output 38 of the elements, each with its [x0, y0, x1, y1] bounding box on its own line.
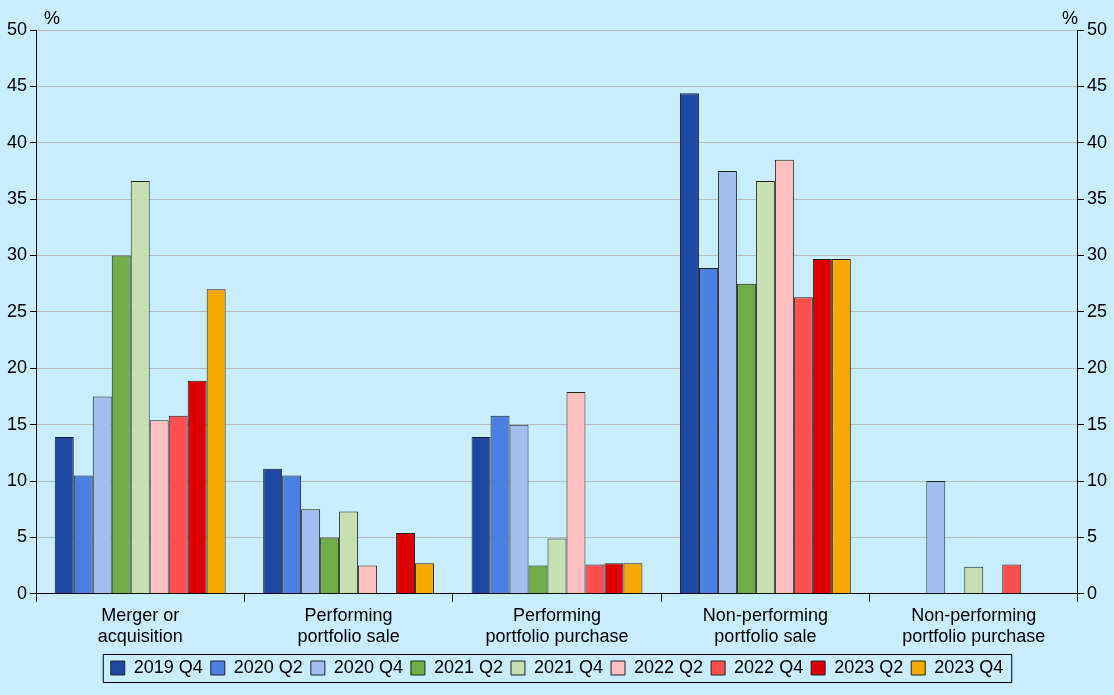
y-axis-title: % [44, 7, 61, 28]
legend-label: 2020 Q4 [333, 656, 403, 677]
y-tick-label: 30 [6, 244, 28, 265]
y2-tick-label: 15 [1086, 413, 1108, 434]
x-tick-label: Non-performing portfolio sale [702, 604, 828, 647]
x-tick-label: Performing portfolio sale [297, 604, 400, 647]
legend-label: 2021 Q2 [433, 656, 503, 677]
y2-tick-label: 5 [1086, 526, 1097, 547]
y2-tick-label: 20 [1086, 357, 1108, 378]
legend-label: 2022 Q4 [734, 656, 804, 677]
y-tick-label: 35 [6, 188, 28, 209]
legend-label: 2019 Q4 [133, 656, 203, 677]
x-tick-label: Performing portfolio purchase [485, 604, 629, 647]
legend-label: 2023 Q2 [834, 656, 904, 677]
y2-tick-label: 45 [1086, 75, 1108, 96]
x-tick-label: Merger or acquisition [97, 604, 183, 647]
y2-tick-label: 25 [1086, 300, 1108, 321]
x-tick-label: Non-performing portfolio purchase [902, 604, 1046, 647]
y-tick-label: 25 [6, 300, 28, 321]
y2-tick-label: 10 [1086, 470, 1108, 491]
y-tick-label: 50 [6, 18, 28, 39]
y2-tick-label: 35 [1086, 188, 1108, 209]
y-tick-label: 20 [6, 357, 28, 378]
y2-axis-title: % [1061, 7, 1078, 28]
y2-tick-label: 40 [1086, 131, 1108, 152]
y2-tick-label: 50 [1086, 18, 1108, 39]
legend-label: 2021 Q4 [533, 656, 604, 677]
y-tick-label: 10 [6, 470, 28, 491]
legend-label: 2023 Q4 [934, 656, 1004, 677]
y-tick-label: 15 [6, 413, 28, 434]
y-tick-label: 40 [6, 131, 28, 152]
y2-tick-label: 0 [1086, 582, 1097, 603]
y-tick-label: 0 [17, 582, 28, 603]
legend-label: 2022 Q2 [634, 656, 704, 677]
legend-label: 2020 Q2 [233, 656, 303, 677]
y-tick-label: 5 [17, 526, 28, 547]
y2-tick-label: 30 [1086, 244, 1108, 265]
y-tick-label: 45 [6, 75, 28, 96]
